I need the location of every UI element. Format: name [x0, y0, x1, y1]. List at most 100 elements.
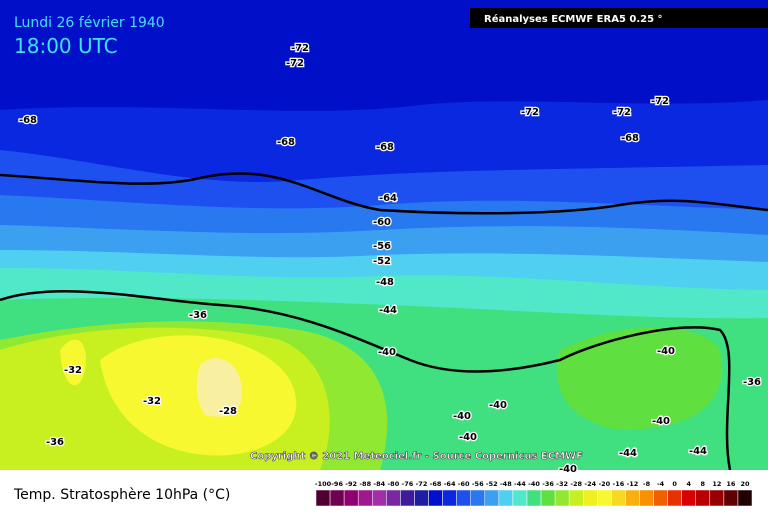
colorbar-swatch: [428, 489, 443, 507]
contour-label: -32: [64, 365, 82, 376]
contour-label: -72: [521, 107, 539, 118]
contour-label-group: -72 -72 -72 -72 -72 -68 -68 -68 -68 -64 -60 -56 -52 -…: [18, 42, 763, 477]
colorbar-label: -36: [542, 480, 554, 488]
contour-label: -68: [376, 142, 394, 153]
colorbar-swatch: [597, 489, 612, 507]
colorbar-swatch: [343, 489, 359, 507]
colorbar-label: -100: [315, 480, 332, 488]
colorbar-swatch: [611, 489, 626, 507]
colorbar: -100 -96 -92 -88 -84 -80 -76 -72 -68 -64 -60 -56 -52…: [315, 480, 753, 507]
contour-label: -44: [689, 446, 707, 457]
colorbar-label: 0: [672, 480, 677, 488]
time: 18:00 UTC: [14, 34, 118, 58]
contour-label: -28: [219, 406, 237, 417]
colorbar-label: -88: [359, 480, 371, 488]
contour-label: -40: [378, 347, 396, 358]
colorbar-label: 8: [701, 480, 706, 488]
colorbar-label: -16: [613, 480, 625, 488]
contour-label: -40: [459, 432, 477, 443]
colorbar-swatch: [512, 489, 528, 507]
colorbar-label: -44: [514, 480, 526, 488]
colorbar-label: 16: [726, 480, 736, 488]
contour-label: -48: [376, 277, 394, 288]
colorbar-swatch: [667, 489, 682, 507]
contour-label: -68: [19, 115, 37, 126]
colorbar-label: -84: [373, 480, 385, 488]
contour-label: -64: [379, 193, 397, 204]
colorbar-label: -32: [556, 480, 568, 488]
contour-label: -40: [652, 416, 670, 427]
colorbar-swatch: [737, 489, 753, 507]
contour-label: -60: [373, 217, 391, 228]
colorbar-label: -72: [416, 480, 428, 488]
colorbar-label: -56: [472, 480, 484, 488]
colorbar-label: -76: [402, 480, 414, 488]
date: Lundi 26 février 1940: [14, 15, 165, 31]
contour-label: -44: [619, 448, 637, 459]
colorbar-label: -12: [627, 480, 639, 488]
colorbar-label: -8: [643, 480, 651, 488]
contour-label: -36: [743, 377, 761, 388]
colorbar-swatch: [681, 489, 696, 507]
colorbar-label: -80: [387, 480, 399, 488]
colorbar-label: -28: [570, 480, 582, 488]
contour-label: -40: [559, 464, 577, 475]
thick-contours: [0, 172, 768, 471]
colorbar-swatch: [414, 489, 429, 507]
temperature-field: [0, 0, 768, 470]
contour-label: -36: [189, 310, 207, 321]
contour-label: -68: [621, 133, 639, 144]
colorbar-label: 12: [712, 480, 721, 488]
contour-label: -72: [613, 107, 631, 118]
colorbar-swatch: [386, 489, 401, 507]
colorbar-swatch: [372, 489, 387, 507]
colorbar-label: -20: [598, 480, 610, 488]
colorbar-swatch: [695, 489, 711, 507]
colorbar-swatch: [526, 489, 542, 507]
colorbar-label: -52: [486, 480, 498, 488]
colorbar-label: 20: [740, 480, 750, 488]
colorbar-swatch: [582, 489, 598, 507]
colorbar-swatch: [653, 489, 668, 507]
colorbar-swatch: [568, 489, 584, 507]
colorbar-swatch: [484, 489, 500, 507]
colorbar-swatch: [315, 489, 331, 507]
colorbar-swatch: [470, 489, 486, 507]
contour-label: -36: [46, 437, 64, 448]
colorbar-label: -96: [331, 480, 343, 488]
colorbar-label: -68: [430, 480, 442, 488]
colorbar-swatch: [498, 489, 514, 507]
contour-label: -56: [373, 241, 391, 252]
source: Réanalyses ECMWF ERA5 0.25 °: [484, 13, 663, 25]
colorbar-swatch: [400, 489, 415, 507]
colorbar-swatch: [625, 489, 640, 507]
colorbar-swatch: [357, 489, 373, 507]
contour-label: -32: [143, 396, 161, 407]
colorbar-swatch: [442, 489, 457, 507]
contour-label: -44: [379, 305, 397, 316]
colorbar-label: -40: [528, 480, 540, 488]
colorbar-label: -92: [345, 480, 357, 488]
contour-label: -52: [373, 256, 391, 267]
colorbar-label: -64: [444, 480, 456, 488]
colorbar-swatch: [639, 489, 654, 507]
contour-label: -40: [657, 346, 675, 357]
contour-label: -68: [277, 137, 295, 148]
colorbar-swatch: [456, 489, 471, 507]
colorbar-swatch: [540, 489, 556, 507]
legend-title: Temp. Stratosphère 10hPa (°C): [13, 487, 230, 503]
contour-label: -72: [291, 43, 309, 54]
source-box: [470, 8, 768, 28]
colorbar-swatch: [329, 489, 345, 507]
colorbar-label: -4: [657, 480, 665, 488]
contour-label: -72: [651, 96, 669, 107]
colorbar-swatch: [554, 489, 570, 507]
contour-label: -40: [489, 400, 507, 411]
colorbar-label: 4: [686, 480, 691, 488]
colorbar-label: -24: [584, 480, 596, 488]
colorbar-swatch: [723, 489, 739, 507]
colorbar-swatch: [709, 489, 725, 507]
contour-label: -40: [453, 411, 471, 422]
copyright: Copyright © 2021 Meteociel.fr - Source C…: [250, 451, 583, 462]
